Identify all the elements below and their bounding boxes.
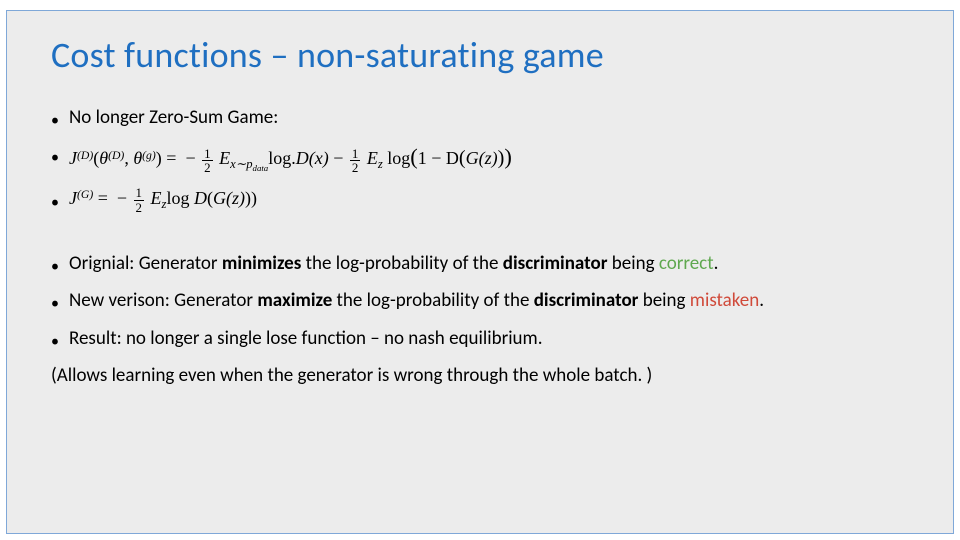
t: being — [608, 252, 659, 275]
spacer — [51, 227, 909, 249]
t: Orignial: Generator — [69, 252, 222, 275]
eq-g-D: D — [194, 188, 207, 208]
t: the log-probability of the — [332, 289, 533, 312]
eq-g: J(G) = − 12 Ezlog D(G(z))) — [69, 185, 909, 214]
t: . — [759, 289, 764, 312]
slide-title: Cost functions – non-saturating game — [51, 33, 909, 77]
t-bold: discriminator — [534, 289, 639, 312]
t-bold: discriminator — [503, 252, 608, 275]
bullet-new-text: New verison: Generator maximize the log-… — [69, 286, 909, 315]
eq-d-th2s: (g) — [142, 149, 156, 162]
t-bold: minimizes — [222, 252, 301, 275]
bullet-original-text: Orignial: Generator minimizes the log-pr… — [69, 249, 909, 278]
t-red: mistaken — [690, 289, 759, 312]
eq-g-Jsup: (G) — [77, 188, 93, 201]
t: New verison: Generator — [69, 289, 257, 312]
eq-d-th2: θ — [133, 148, 142, 168]
bullet-1-text: No longer Zero-Sum Game: — [69, 103, 909, 132]
eq-d-J: J — [69, 148, 77, 168]
eq-d-Gz: G(z) — [466, 148, 498, 168]
slide-content: No longer Zero-Sum Game: J(D)(θ(D), θ(g)… — [51, 103, 909, 391]
t: the log-probability of the — [301, 252, 502, 275]
bullet-dot — [51, 185, 69, 216]
bullet-dot — [51, 324, 69, 355]
eq-g-E: E — [151, 188, 162, 208]
eq-d-half2: 12 — [350, 147, 360, 174]
t-green: correct — [659, 252, 714, 275]
bullet-1: No longer Zero-Sum Game: — [51, 103, 909, 134]
eq-d-half1: 12 — [202, 147, 212, 174]
eq-d-Jsup: (D) — [77, 149, 93, 162]
eq-d-Dx: D(x) — [296, 148, 329, 168]
eq-d-log1: log — [268, 148, 291, 168]
eq-g-trail: ) — [251, 188, 257, 208]
eq-g-zsub: z — [162, 197, 167, 211]
eq-d-E1: E — [219, 148, 230, 168]
bullet-dot — [51, 140, 69, 171]
eq-g-J: J — [69, 188, 77, 208]
t: . — [714, 252, 719, 275]
eq-g-half: 12 — [134, 186, 144, 213]
bullet-dot — [51, 249, 69, 280]
eq-g-log: log — [166, 188, 189, 208]
eq-d-1mD: 1 − D — [418, 148, 459, 168]
eq-d-th1: θ — [99, 148, 108, 168]
bullet-eq-d: J(D)(θ(D), θ(g)) = − 12 Ex∼pdatalog.D(x)… — [51, 140, 909, 175]
eq-d-E2: E — [367, 148, 378, 168]
t: being — [638, 289, 689, 312]
t-bold: maximize — [257, 289, 332, 312]
eq-g-Gz: G(z) — [213, 188, 245, 208]
bullet-dot — [51, 103, 69, 134]
eq-d-th1s: (D) — [108, 149, 124, 162]
bullet-eq-g: J(G) = − 12 Ezlog D(G(z))) — [51, 185, 909, 216]
bullet-new: New verison: Generator maximize the log-… — [51, 286, 909, 317]
bullet-dot — [51, 286, 69, 317]
bullet-result-text: Result: no longer a single lose function… — [69, 324, 909, 353]
eq-d: J(D)(θ(D), θ(g)) = − 12 Ex∼pdatalog.D(x)… — [69, 140, 909, 175]
eq-d-xsub: x∼pdata — [230, 157, 268, 171]
bullet-result: Result: no longer a single lose function… — [51, 324, 909, 355]
eq-d-log2: log — [387, 148, 410, 168]
bullet-original: Orignial: Generator minimizes the log-pr… — [51, 249, 909, 280]
eq-d-zsub: z — [378, 157, 383, 171]
slide-frame: Cost functions – non-saturating game No … — [6, 10, 954, 534]
paren-note: (Allows learning even when the generator… — [51, 361, 909, 390]
